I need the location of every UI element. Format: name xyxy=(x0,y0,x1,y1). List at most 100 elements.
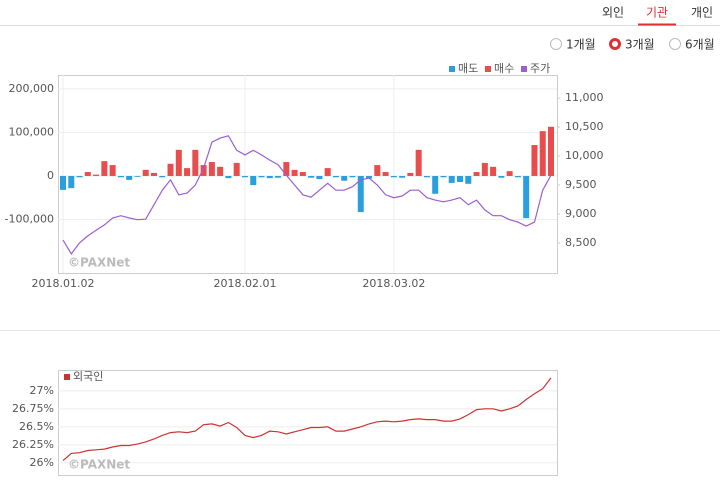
legend-marker xyxy=(521,66,527,72)
legend-label: 외국인 xyxy=(73,370,103,383)
period-radio[interactable] xyxy=(669,38,681,50)
plot-frame xyxy=(58,75,558,274)
line-series xyxy=(62,377,552,462)
y-tick-label: 26% xyxy=(30,456,54,469)
y-tick-label: 0 xyxy=(47,169,54,182)
bar xyxy=(175,149,182,176)
bar xyxy=(68,175,75,189)
period-radio[interactable] xyxy=(550,38,562,50)
bar xyxy=(308,175,315,178)
bar xyxy=(184,168,191,176)
x-tick-label: 2018.02.01 xyxy=(213,277,276,290)
bar xyxy=(448,175,455,183)
bar xyxy=(283,162,290,176)
period-label[interactable]: 3개월 xyxy=(625,38,655,52)
watermark: ©PAXNet xyxy=(68,458,130,472)
period-radio[interactable] xyxy=(609,38,621,50)
period-label[interactable]: 6개월 xyxy=(685,38,715,52)
y2-tick-label: 10,000 xyxy=(565,149,604,162)
legend-label: 매도 xyxy=(458,62,478,75)
bar xyxy=(366,175,373,179)
bar xyxy=(150,172,157,176)
y2-tick-label: 8,500 xyxy=(565,236,597,249)
legend-marker xyxy=(485,66,491,72)
bar xyxy=(423,175,430,178)
bar xyxy=(523,175,530,219)
bar xyxy=(506,171,513,176)
bar xyxy=(233,162,240,176)
bar xyxy=(514,175,521,178)
bar xyxy=(432,175,439,194)
y-tick-label: 26.25% xyxy=(12,438,54,451)
bar xyxy=(481,162,488,176)
bar xyxy=(167,163,174,176)
bar xyxy=(440,175,447,178)
bar xyxy=(60,175,66,190)
x-tick-label: 2018.01.02 xyxy=(32,277,95,290)
bar xyxy=(324,168,331,176)
bar xyxy=(457,175,464,183)
bar xyxy=(531,145,538,176)
bar xyxy=(374,165,381,176)
y2-tick-label: 10,500 xyxy=(565,120,604,133)
legend-marker xyxy=(64,374,70,380)
bar xyxy=(225,175,232,179)
bar xyxy=(208,162,215,176)
y-tick-label: 26.5% xyxy=(19,420,54,433)
bar xyxy=(126,175,133,180)
bar xyxy=(316,175,323,180)
legend-marker xyxy=(449,66,455,72)
bar xyxy=(548,126,554,176)
legend-label: 매수 xyxy=(494,62,514,75)
bar xyxy=(357,175,364,213)
y2-tick-label: 9,500 xyxy=(565,178,597,191)
bar xyxy=(109,165,116,176)
bar xyxy=(291,169,298,176)
y-tick-label: 26.75% xyxy=(12,402,54,415)
y2-tick-label: 11,000 xyxy=(565,91,604,104)
bar xyxy=(101,161,108,176)
plot-frame xyxy=(58,370,558,476)
bar xyxy=(490,166,497,176)
y2-tick-label: 9,000 xyxy=(565,207,597,220)
bar xyxy=(299,172,306,176)
bar xyxy=(407,172,414,176)
bar xyxy=(349,175,356,178)
bar xyxy=(498,175,505,178)
bar xyxy=(473,172,480,176)
bar xyxy=(200,165,207,176)
y-tick-label: 100,000 xyxy=(9,125,55,138)
bar xyxy=(465,175,472,184)
tab[interactable]: 개인 xyxy=(691,6,713,20)
y-tick-label: 27% xyxy=(30,384,54,397)
x-tick-label: 2018.03.02 xyxy=(362,277,425,290)
bar xyxy=(159,175,166,178)
bar xyxy=(192,149,199,176)
bar xyxy=(275,175,282,178)
period-label[interactable]: 1개월 xyxy=(566,38,596,52)
bar xyxy=(217,166,224,176)
bar xyxy=(142,169,149,176)
line-series xyxy=(62,135,552,255)
bar xyxy=(250,175,257,186)
bar xyxy=(539,131,546,176)
y-tick-label: 200,000 xyxy=(9,82,55,95)
bar xyxy=(332,175,339,178)
bar xyxy=(84,172,91,176)
watermark: ©PAXNet xyxy=(68,256,130,270)
tab[interactable]: 기관 xyxy=(646,6,668,20)
bar xyxy=(266,175,273,179)
bar xyxy=(117,175,124,178)
bar xyxy=(390,175,397,178)
bar xyxy=(415,149,422,176)
bar xyxy=(399,175,406,178)
bar xyxy=(258,175,265,178)
tab[interactable]: 외인 xyxy=(602,6,624,20)
bar xyxy=(241,175,248,178)
bar xyxy=(134,175,141,177)
legend-label: 주가 xyxy=(530,62,550,75)
bar xyxy=(341,175,348,181)
bar xyxy=(382,172,389,176)
